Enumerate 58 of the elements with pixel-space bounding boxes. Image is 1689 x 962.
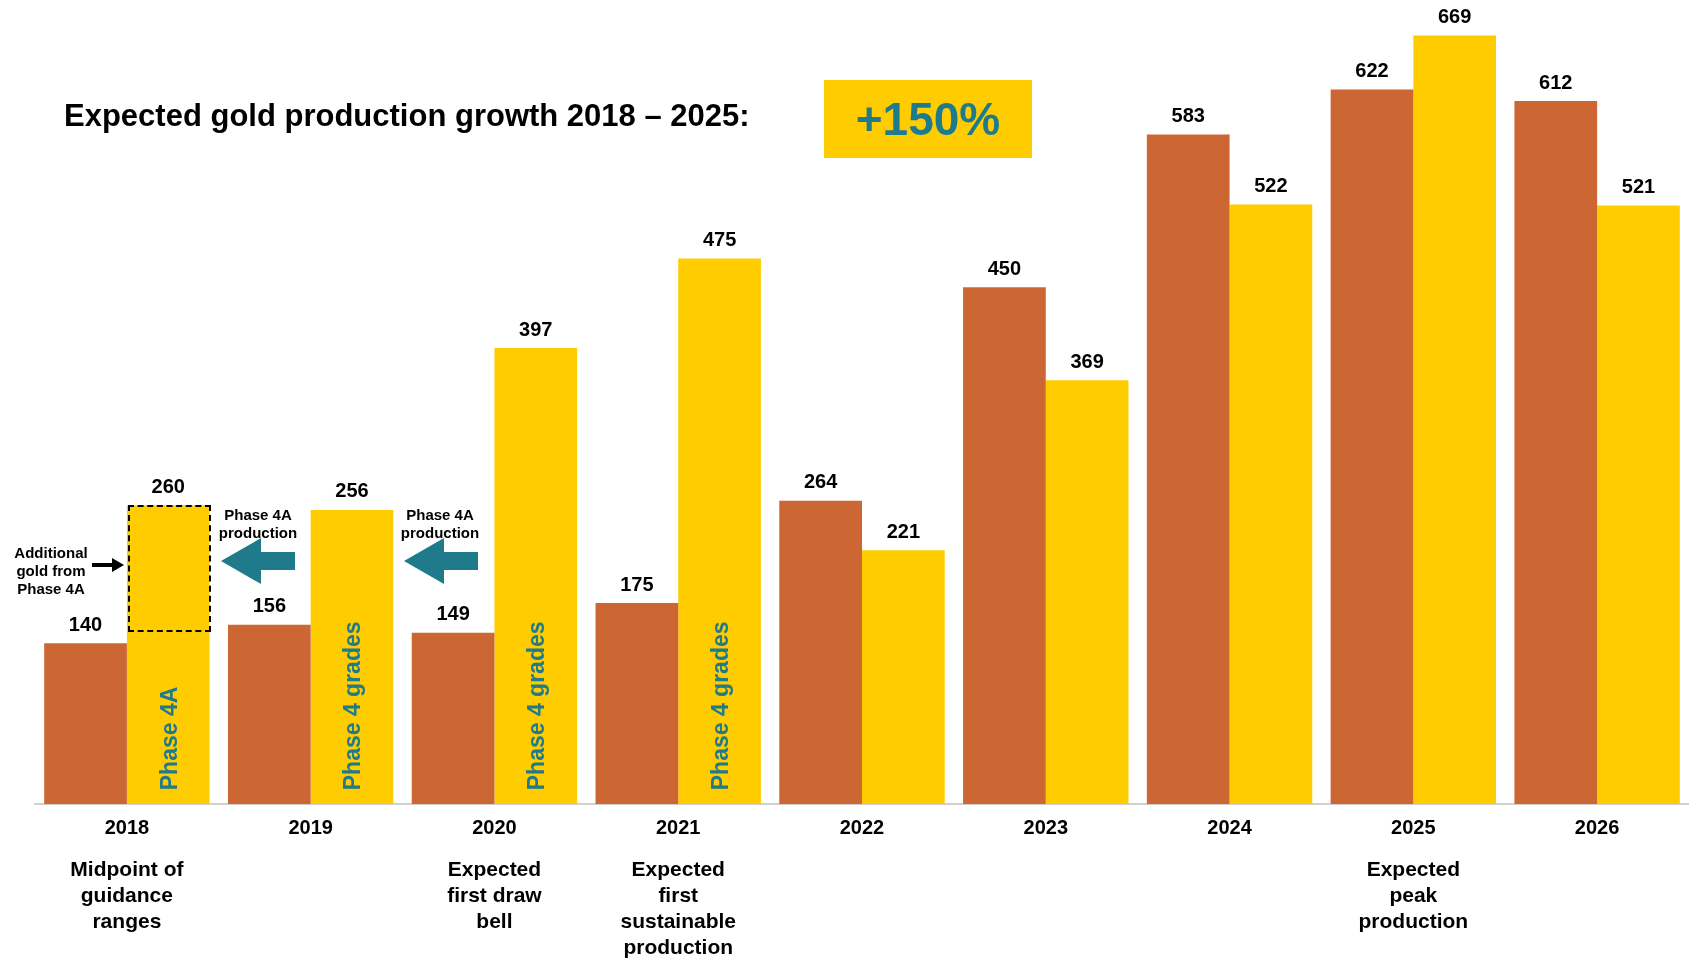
text: Expected first sustainable production — [620, 857, 736, 959]
data-label: 256 — [335, 479, 369, 502]
data-label: 475 — [702, 227, 737, 250]
data-label: 149 — [436, 602, 470, 625]
x-tick-label: 2025 — [1391, 815, 1436, 838]
bar — [1229, 204, 1313, 804]
bar — [411, 632, 495, 804]
data-label: 140 — [68, 612, 103, 635]
data-label: 669 — [1438, 5, 1472, 28]
annotation: Additional gold from Phase 4A — [14, 543, 88, 597]
bar — [1330, 89, 1414, 804]
bar — [862, 550, 945, 804]
x-tick-label: 2026 — [1574, 815, 1620, 838]
x-tick-label: 2020 — [472, 815, 517, 838]
bar — [227, 624, 311, 804]
annotation: Phase 4 grades — [523, 621, 550, 791]
annotation: Phase 4 grades — [339, 621, 366, 791]
bar — [963, 287, 1046, 804]
bar — [1045, 380, 1129, 804]
text: Expected first draw bell — [447, 857, 543, 933]
bar — [44, 643, 127, 804]
data-label: 583 — [1171, 103, 1205, 126]
x-tick-label: 2022 — [839, 815, 885, 838]
data-label: 450 — [987, 256, 1022, 279]
text: Expected peak production — [1358, 857, 1469, 933]
annotation: Phase 4 grades — [706, 621, 733, 791]
bar — [494, 348, 578, 804]
bar — [779, 500, 862, 804]
annotation: +150% — [824, 80, 1032, 158]
annotation: Phase 4A production — [400, 505, 480, 541]
data-label: 397 — [519, 317, 553, 340]
annotation: Phase 4A production — [218, 505, 298, 541]
x-tick-label: 2018 — [104, 815, 150, 838]
data-label: 522 — [1254, 173, 1288, 196]
annotation: Phase 4A — [155, 686, 182, 791]
bar — [1514, 101, 1598, 804]
bar — [1146, 134, 1230, 804]
bar — [310, 509, 394, 804]
data-label: 612 — [1539, 70, 1573, 93]
data-label: 175 — [620, 572, 654, 595]
x-tick-label: 2024 — [1207, 815, 1253, 838]
x-tick-label: 2021 — [655, 815, 701, 838]
data-label: 521 — [1621, 175, 1656, 198]
bar — [678, 258, 761, 804]
data-label: 622 — [1355, 59, 1389, 82]
text: Expected gold production growth 2018 – 2025: — [64, 98, 750, 134]
x-tick-label: 2019 — [288, 815, 333, 838]
data-label: 264 — [803, 470, 839, 493]
bar — [1597, 205, 1680, 804]
data-label: 369 — [1070, 349, 1104, 372]
data-label: 221 — [886, 519, 921, 542]
x-tick-label: 2023 — [1023, 815, 1069, 838]
data-label: 156 — [252, 594, 286, 617]
bar — [126, 505, 210, 804]
bar — [595, 603, 679, 804]
text: Midpoint of guidance ranges — [70, 857, 185, 933]
data-label: 260 — [151, 474, 185, 497]
bar — [1413, 35, 1497, 804]
